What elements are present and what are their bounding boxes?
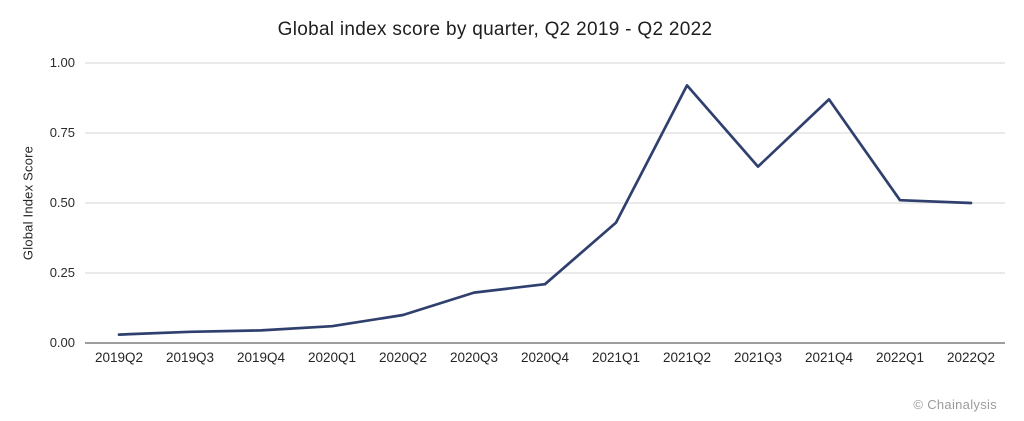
data-line bbox=[117, 84, 973, 336]
copyright-watermark: © Chainalysis bbox=[913, 397, 997, 412]
x-tick-label: 2021Q4 bbox=[804, 350, 854, 365]
x-tick-label: 2021Q2 bbox=[662, 350, 712, 365]
y-tick-label: 0.75 bbox=[49, 125, 75, 140]
x-tick-label: 2020Q2 bbox=[378, 350, 428, 365]
x-tick-label: 2022Q1 bbox=[875, 350, 925, 365]
x-tick-label: 2020Q3 bbox=[449, 350, 499, 365]
x-tick-label: 2020Q1 bbox=[307, 350, 357, 365]
x-tick-label: 2021Q3 bbox=[733, 350, 783, 365]
x-tick-label: 2019Q2 bbox=[94, 350, 144, 365]
x-tick-label: 2019Q4 bbox=[236, 350, 286, 365]
y-tick-label: 1.00 bbox=[49, 55, 75, 70]
y-tick-label: 0.50 bbox=[49, 195, 75, 210]
x-tick-label: 2020Q4 bbox=[520, 350, 570, 365]
y-tick-label: 0.25 bbox=[49, 265, 75, 280]
x-tick-label: 2022Q2 bbox=[946, 350, 996, 365]
chart-title: Global index score by quarter, Q2 2019 -… bbox=[277, 19, 713, 40]
y-tick-label: 0.00 bbox=[49, 335, 75, 350]
x-tick-label: 2019Q3 bbox=[165, 350, 215, 365]
x-tick-label: 2021Q1 bbox=[591, 350, 641, 365]
